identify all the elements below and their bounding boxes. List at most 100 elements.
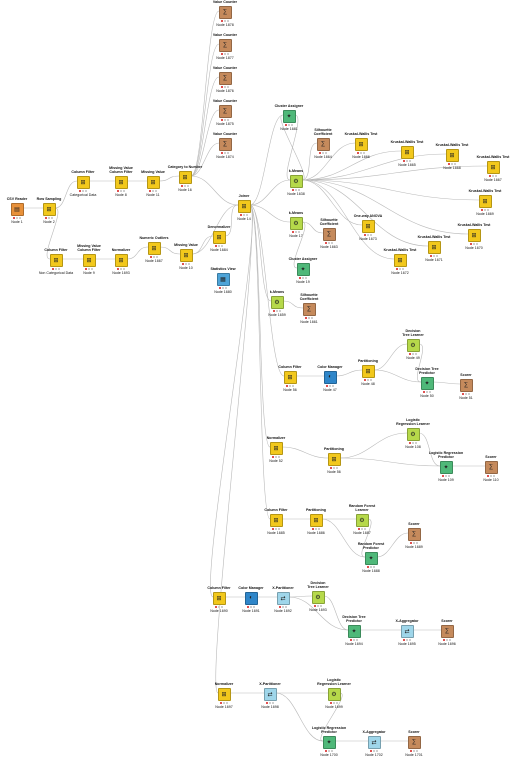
connection-kmeans1638-to-kw1672[interactable] bbox=[301, 179, 395, 260]
connection-kmeans1638-to-anova[interactable] bbox=[301, 179, 363, 226]
manipulator-node-icon[interactable]: ⊞ bbox=[361, 364, 375, 378]
sink-node-icon[interactable]: ∑ bbox=[440, 624, 454, 638]
manipulator-node-icon[interactable]: ⊞ bbox=[269, 441, 283, 455]
sink-node-icon[interactable]: ∑ bbox=[218, 71, 232, 85]
connection-joiner-to-colfilter1690[interactable] bbox=[210, 204, 253, 598]
node-label[interactable]: Node 17 bbox=[289, 233, 303, 238]
workflow-node-scorer1701[interactable]: Scorer ∑ Node 1701 bbox=[388, 730, 440, 757]
workflow-node-csv[interactable]: CSV Reader ▤ Node 1 bbox=[0, 197, 43, 224]
node-label[interactable]: Node 47 bbox=[323, 387, 337, 392]
node-label[interactable]: Node 52 bbox=[269, 458, 283, 463]
node-label[interactable]: Node 48 bbox=[361, 381, 375, 386]
workflow-node-rflearn[interactable]: Random Forest Learner ⚙ Node 1687 bbox=[336, 504, 388, 535]
workflow-node-vc1875[interactable]: Value Counter ∑ Node 1875 bbox=[199, 99, 251, 126]
workflow-node-colfilter1690[interactable]: Column Filter ⊞ Node 1690 bbox=[193, 586, 245, 613]
node-label[interactable]: Node 1693 bbox=[112, 270, 130, 275]
connection-kmeans1638-to-kw1671[interactable] bbox=[301, 179, 429, 247]
connection-joiner-to-kmeans17[interactable] bbox=[249, 204, 291, 223]
predictor-node-icon[interactable]: ✦ bbox=[296, 262, 310, 276]
workflow-node-rfpred[interactable]: Random Forest Predictor ✦ Node 1688 bbox=[345, 542, 397, 573]
workflow-node-mvcf9[interactable]: Missing Value Column Filter ⊞ Node 9 bbox=[63, 244, 115, 275]
node-label[interactable]: Node 10 bbox=[179, 265, 193, 270]
workflow-node-mv11[interactable]: Missing Value ⊞ Node 11 bbox=[127, 170, 179, 197]
workflow-node-colfilter_cat[interactable]: Column Filter ⊞ Categorical Data bbox=[57, 170, 109, 197]
workflow-node-partition48[interactable]: Partitioning ⊞ Node 48 bbox=[342, 359, 394, 386]
node-label[interactable]: Node 1696 bbox=[438, 641, 456, 646]
connection-partition48-to-dtlearn48[interactable] bbox=[373, 343, 408, 371]
workflow-node-lrpred109[interactable]: Logistic Regression Predictor ✦ Node 109 bbox=[420, 451, 472, 482]
connection-norm1693-to-numout[interactable] bbox=[126, 246, 149, 260]
partition-node-icon[interactable]: ⇄ bbox=[400, 624, 414, 638]
manipulator-node-icon[interactable]: ⊞ bbox=[361, 219, 375, 233]
workflow-node-kw1665[interactable]: Kruskal-Wallis Test ⊞ Node 1665 bbox=[381, 140, 433, 167]
connection-joiner-to-clustassign1681[interactable] bbox=[249, 114, 284, 206]
learner-node-icon[interactable]: ⚙ bbox=[406, 427, 420, 441]
connection-kmeans1638-to-kw1666[interactable] bbox=[301, 142, 356, 181]
predictor-node-icon[interactable]: ✦ bbox=[347, 624, 361, 638]
connection-clustassign1681-to-kmeans1638[interactable] bbox=[286, 114, 299, 181]
workflow-node-partition1686[interactable]: Partitioning ⊞ Node 1686 bbox=[290, 508, 342, 535]
workflow-node-xagg1702[interactable]: X-Aggregator ⇄ Node 1702 bbox=[348, 730, 400, 757]
workflow-node-scorer51[interactable]: Scorer ∑ Node 51 bbox=[440, 373, 492, 400]
workflow-node-colormgr47[interactable]: Color Manager ◐ Node 47 bbox=[304, 365, 356, 392]
node-label[interactable]: Node 8 bbox=[115, 192, 127, 197]
connection-kmeans1638-to-kw1668[interactable] bbox=[301, 153, 447, 181]
workflow-node-colfilter1685[interactable]: Column Filter ⊞ Node 1685 bbox=[250, 508, 302, 535]
workflow-node-kw1668[interactable]: Kruskal-Wallis Test ⊞ Node 1668 bbox=[426, 143, 478, 170]
workflow-node-scorer1696[interactable]: Scorer ∑ Node 1696 bbox=[421, 619, 473, 646]
connection-mv10-to-joiner[interactable] bbox=[191, 204, 239, 255]
sink-node-icon[interactable]: ∑ bbox=[218, 5, 232, 19]
workflow-node-vc1877[interactable]: Value Counter ∑ Node 1877 bbox=[199, 33, 251, 60]
node-label[interactable]: Node 1684 bbox=[210, 247, 228, 252]
node-label[interactable]: Node 1685 bbox=[267, 530, 285, 535]
workflow-node-colfilter_noncat[interactable]: Column Filter ⊞ Non Categorical Data bbox=[30, 248, 82, 275]
node-label[interactable]: Node 1877 bbox=[216, 55, 234, 60]
workflow-node-kw1666[interactable]: Kruskal-Wallis Test ⊞ Node 1666 bbox=[335, 132, 387, 159]
manipulator-node-icon[interactable]: ⊞ bbox=[147, 241, 161, 255]
workflow-node-denorm[interactable]: Denormalizer ⊞ Node 1684 bbox=[193, 225, 245, 252]
connection-mv11-to-cat2num[interactable] bbox=[158, 175, 180, 182]
workflow-node-sil1661[interactable]: Silhouette Coefficient ∑ Node 1661 bbox=[283, 293, 335, 324]
node-label[interactable]: Node 1689 bbox=[405, 544, 423, 549]
predictor-node-icon[interactable]: ✦ bbox=[322, 735, 336, 749]
connection-kmeans1638-to-kw1667[interactable] bbox=[301, 165, 488, 181]
workflow-node-mv10[interactable]: Missing Value ⊞ Node 10 bbox=[160, 243, 212, 270]
partition-node-icon[interactable]: ⇄ bbox=[263, 687, 277, 701]
sink-node-icon[interactable]: ∑ bbox=[407, 735, 421, 749]
predictor-node-icon[interactable]: ✦ bbox=[364, 551, 378, 565]
connection-numout-to-mv10[interactable] bbox=[159, 246, 181, 255]
connection-joiner-to-colfilter1685[interactable] bbox=[249, 204, 271, 520]
connection-cat2num-to-joiner[interactable] bbox=[190, 175, 239, 206]
manipulator-node-icon[interactable]: ⊞ bbox=[283, 370, 297, 384]
workflow-node-lrpred1700[interactable]: Logistic Regression Predictor ✦ Node 1700 bbox=[303, 726, 355, 757]
sink-node-icon[interactable]: ∑ bbox=[302, 302, 316, 316]
manipulator-node-icon[interactable]: ⊞ bbox=[478, 194, 492, 208]
connection-joiner-to-kmeans1638[interactable] bbox=[249, 179, 291, 206]
sink-node-icon[interactable]: ∑ bbox=[218, 38, 232, 52]
node-label[interactable]: Node 1701 bbox=[405, 752, 423, 757]
learner-node-icon[interactable]: ⚙ bbox=[327, 687, 341, 701]
node-label[interactable]: Categorical Data bbox=[69, 192, 97, 197]
node-label[interactable]: Node 1638 bbox=[287, 191, 305, 196]
sink-node-icon[interactable]: ∑ bbox=[218, 137, 232, 151]
workflow-node-norm1697[interactable]: Normalizer ⊞ Node 1697 bbox=[198, 682, 250, 709]
learner-node-icon[interactable]: ⚙ bbox=[311, 590, 325, 604]
connection-cat2num-to-vc1876[interactable] bbox=[190, 76, 220, 177]
workflow-node-kmeans1659[interactable]: k-Means ⚙ Node 1659 bbox=[251, 290, 303, 317]
workflow-node-lrlearn1699[interactable]: Logistic Regression Learner ⚙ Node 1699 bbox=[308, 678, 360, 709]
node-label[interactable]: Node 1666 bbox=[352, 154, 370, 159]
node-label[interactable]: Node 1692 bbox=[274, 608, 292, 613]
manipulator-node-icon[interactable]: ⊞ bbox=[42, 202, 56, 216]
node-label[interactable]: Node 1687 bbox=[353, 530, 371, 535]
workflow-node-colfilter56[interactable]: Column Filter ⊞ Node 56 bbox=[264, 365, 316, 392]
manipulator-node-icon[interactable]: ⊞ bbox=[327, 452, 341, 466]
connection-cat2num-to-vc1874[interactable] bbox=[190, 142, 220, 177]
connection-partition1686-to-rfpred[interactable] bbox=[321, 518, 366, 558]
workflow-node-kmeans1638[interactable]: k-Means ⚙ Node 1638 bbox=[270, 169, 322, 196]
workflow-node-dtpred50[interactable]: Decision Tree Predictor ✦ Node 50 bbox=[401, 367, 453, 398]
workflow-node-mvcf8[interactable]: Missing Value Column Filter ⊞ Node 8 bbox=[95, 166, 147, 197]
node-label[interactable]: Node 1671 bbox=[425, 257, 443, 262]
manipulator-node-icon[interactable]: ⊞ bbox=[212, 591, 226, 605]
workflow-node-clustassign19[interactable]: Cluster Assigner ✦ Node 19 bbox=[277, 257, 329, 284]
workflow-node-norm1693[interactable]: Normalizer ⊞ Node 1693 bbox=[95, 248, 147, 275]
